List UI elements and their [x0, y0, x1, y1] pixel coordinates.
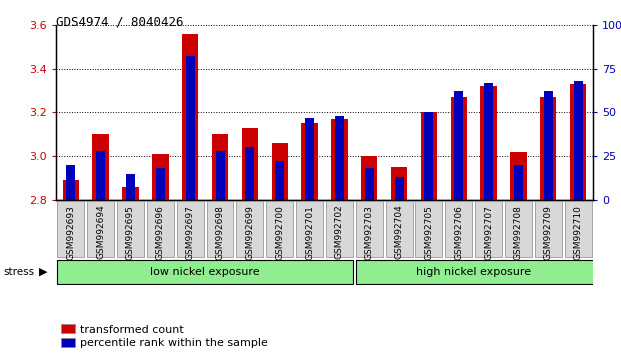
Text: GSM992706: GSM992706: [455, 205, 463, 259]
Text: GSM992707: GSM992707: [484, 205, 493, 259]
Bar: [544, 91, 553, 200]
FancyBboxPatch shape: [87, 201, 114, 257]
Bar: [271, 143, 288, 200]
FancyBboxPatch shape: [237, 201, 263, 257]
Text: GSM992705: GSM992705: [424, 205, 433, 259]
Bar: [186, 56, 195, 200]
Bar: [361, 156, 378, 200]
Text: GSM992704: GSM992704: [394, 205, 404, 259]
Text: high nickel exposure: high nickel exposure: [416, 267, 531, 277]
Bar: [126, 174, 135, 200]
FancyBboxPatch shape: [356, 260, 605, 284]
Text: ▶: ▶: [39, 267, 48, 277]
Bar: [66, 165, 75, 200]
FancyBboxPatch shape: [147, 201, 174, 257]
Bar: [212, 134, 229, 200]
Bar: [63, 180, 79, 200]
Text: GSM992708: GSM992708: [514, 205, 523, 259]
Bar: [454, 91, 463, 200]
Text: GSM992694: GSM992694: [96, 205, 105, 259]
Bar: [570, 84, 586, 200]
Bar: [182, 34, 198, 200]
FancyBboxPatch shape: [207, 201, 233, 257]
Text: GSM992702: GSM992702: [335, 205, 344, 259]
Text: GSM992701: GSM992701: [305, 205, 314, 259]
Bar: [156, 169, 165, 200]
Text: GSM992709: GSM992709: [544, 205, 553, 259]
FancyBboxPatch shape: [57, 201, 84, 257]
FancyBboxPatch shape: [445, 201, 472, 257]
Bar: [451, 97, 467, 200]
Bar: [335, 116, 344, 200]
FancyBboxPatch shape: [326, 201, 353, 257]
Text: GSM992696: GSM992696: [156, 205, 165, 259]
Bar: [394, 177, 404, 200]
Bar: [245, 147, 255, 200]
Bar: [514, 165, 523, 200]
Legend: transformed count, percentile rank within the sample: transformed count, percentile rank withi…: [61, 324, 268, 348]
Bar: [122, 187, 138, 200]
Text: GSM992703: GSM992703: [365, 205, 374, 259]
Bar: [93, 134, 109, 200]
Text: GSM992693: GSM992693: [66, 205, 75, 259]
FancyBboxPatch shape: [177, 201, 204, 257]
Text: GSM992700: GSM992700: [275, 205, 284, 259]
Text: GSM992697: GSM992697: [186, 205, 194, 259]
Text: GSM992710: GSM992710: [574, 205, 582, 259]
Bar: [96, 151, 105, 200]
Bar: [391, 167, 407, 200]
FancyBboxPatch shape: [57, 260, 353, 284]
Text: GSM992699: GSM992699: [245, 205, 255, 259]
Bar: [574, 81, 582, 200]
Text: low nickel exposure: low nickel exposure: [150, 267, 260, 277]
Bar: [365, 169, 374, 200]
FancyBboxPatch shape: [386, 201, 412, 257]
Bar: [424, 113, 433, 200]
FancyBboxPatch shape: [505, 201, 532, 257]
Bar: [481, 86, 497, 200]
FancyBboxPatch shape: [415, 201, 442, 257]
Bar: [152, 154, 168, 200]
Text: GDS4974 / 8040426: GDS4974 / 8040426: [56, 16, 183, 29]
FancyBboxPatch shape: [117, 201, 144, 257]
FancyBboxPatch shape: [535, 201, 562, 257]
Text: stress: stress: [3, 267, 34, 277]
FancyBboxPatch shape: [475, 201, 502, 257]
Bar: [540, 97, 556, 200]
Bar: [420, 113, 437, 200]
FancyBboxPatch shape: [356, 201, 383, 257]
FancyBboxPatch shape: [296, 201, 323, 257]
FancyBboxPatch shape: [564, 201, 592, 257]
Bar: [510, 152, 527, 200]
Bar: [305, 118, 314, 200]
Text: GSM992698: GSM992698: [215, 205, 225, 259]
Bar: [331, 119, 348, 200]
Text: GSM992695: GSM992695: [126, 205, 135, 259]
Bar: [301, 123, 318, 200]
FancyBboxPatch shape: [266, 201, 293, 257]
Bar: [275, 161, 284, 200]
Bar: [215, 151, 225, 200]
Bar: [484, 82, 493, 200]
Bar: [242, 128, 258, 200]
